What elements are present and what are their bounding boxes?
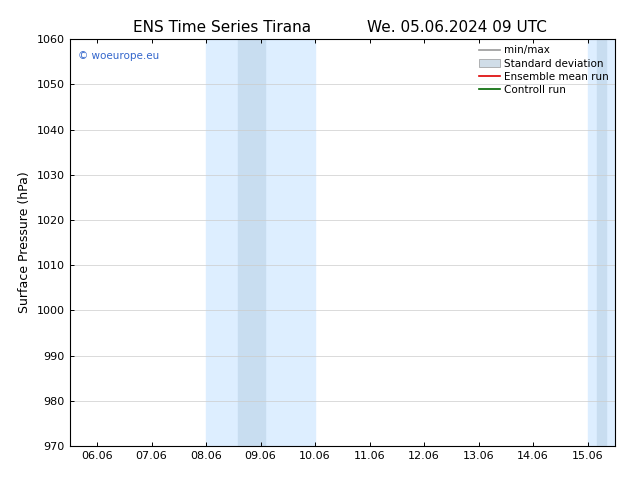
Text: We. 05.06.2024 09 UTC: We. 05.06.2024 09 UTC (366, 20, 547, 35)
Bar (588, 39, 615, 446)
Y-axis label: Surface Pressure (hPa): Surface Pressure (hPa) (18, 172, 31, 314)
Bar (597, 39, 605, 446)
Text: ENS Time Series Tirana: ENS Time Series Tirana (133, 20, 311, 35)
Bar (206, 39, 315, 446)
Text: © woeurope.eu: © woeurope.eu (78, 51, 159, 61)
Legend: min/max, Standard deviation, Ensemble mean run, Controll run: min/max, Standard deviation, Ensemble me… (475, 41, 613, 99)
Bar (238, 39, 265, 446)
